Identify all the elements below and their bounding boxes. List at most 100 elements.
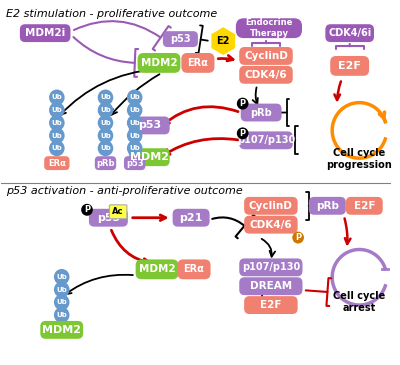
Text: MDM2: MDM2: [141, 58, 177, 68]
Circle shape: [54, 282, 70, 297]
FancyBboxPatch shape: [244, 197, 298, 215]
Text: Ub: Ub: [56, 299, 67, 305]
FancyBboxPatch shape: [309, 197, 346, 215]
Circle shape: [49, 115, 65, 131]
Circle shape: [292, 232, 304, 243]
Text: DREAM: DREAM: [250, 281, 292, 291]
Text: Ub: Ub: [100, 145, 111, 151]
Text: pRb: pRb: [250, 108, 272, 118]
Text: Cell cycle
progression: Cell cycle progression: [326, 148, 392, 170]
FancyBboxPatch shape: [129, 148, 170, 166]
Text: E2: E2: [216, 36, 230, 46]
Text: Cell cycle
arrest: Cell cycle arrest: [333, 291, 386, 313]
Text: Ub: Ub: [100, 95, 111, 100]
FancyBboxPatch shape: [138, 53, 180, 73]
Text: pRb: pRb: [96, 159, 115, 168]
Text: MDM2: MDM2: [42, 325, 81, 335]
Text: Ub: Ub: [129, 120, 140, 126]
Text: Ub: Ub: [56, 287, 67, 293]
FancyBboxPatch shape: [244, 296, 298, 314]
Text: Ub: Ub: [129, 145, 140, 151]
Text: E2F: E2F: [338, 61, 361, 71]
FancyBboxPatch shape: [241, 104, 282, 122]
Text: P: P: [84, 205, 90, 214]
Text: Ub: Ub: [56, 312, 67, 318]
Circle shape: [127, 128, 142, 143]
FancyBboxPatch shape: [129, 116, 170, 134]
Circle shape: [127, 89, 142, 105]
FancyBboxPatch shape: [181, 53, 214, 73]
Text: p53: p53: [97, 213, 120, 223]
Circle shape: [237, 98, 248, 110]
Circle shape: [54, 307, 70, 323]
FancyBboxPatch shape: [40, 321, 83, 339]
Text: MDM2: MDM2: [130, 152, 169, 162]
Text: E2F: E2F: [354, 201, 375, 211]
FancyBboxPatch shape: [325, 24, 374, 42]
FancyBboxPatch shape: [330, 56, 369, 76]
Text: Endocrine
Therapy: Endocrine Therapy: [245, 19, 293, 38]
FancyBboxPatch shape: [109, 205, 127, 219]
Text: p53: p53: [126, 159, 144, 168]
Circle shape: [54, 294, 70, 310]
Circle shape: [49, 89, 65, 105]
Text: p53 activation - anti-proliferative outcome: p53 activation - anti-proliferative outc…: [6, 186, 243, 196]
Text: Ub: Ub: [100, 132, 111, 139]
Circle shape: [98, 128, 113, 143]
Text: Ub: Ub: [52, 95, 62, 100]
Text: p21: p21: [180, 213, 203, 223]
Text: p107/p130: p107/p130: [242, 262, 300, 272]
FancyBboxPatch shape: [346, 197, 383, 215]
FancyBboxPatch shape: [239, 66, 293, 84]
Text: Ub: Ub: [129, 132, 140, 139]
Text: CyclinD: CyclinD: [244, 51, 288, 61]
Circle shape: [49, 128, 65, 143]
Circle shape: [98, 115, 113, 131]
FancyBboxPatch shape: [239, 47, 293, 65]
Text: Ub: Ub: [56, 274, 67, 280]
Text: E2 stimulation - proliferative outcome: E2 stimulation - proliferative outcome: [6, 9, 218, 19]
Circle shape: [98, 102, 113, 118]
Text: p53: p53: [170, 34, 191, 44]
Text: p53: p53: [138, 120, 161, 130]
Text: ERα: ERα: [184, 264, 204, 274]
Text: CyclinD: CyclinD: [249, 201, 293, 211]
Circle shape: [127, 102, 142, 118]
FancyBboxPatch shape: [239, 277, 302, 295]
Circle shape: [127, 115, 142, 131]
FancyBboxPatch shape: [236, 18, 302, 38]
Text: Ub: Ub: [129, 95, 140, 100]
FancyBboxPatch shape: [244, 216, 298, 234]
Circle shape: [98, 89, 113, 105]
Text: MDM2i: MDM2i: [25, 28, 65, 38]
Circle shape: [237, 127, 248, 139]
FancyBboxPatch shape: [239, 258, 302, 276]
Text: Ub: Ub: [100, 107, 111, 113]
Text: CDK4/6i: CDK4/6i: [328, 28, 371, 38]
FancyBboxPatch shape: [89, 209, 128, 227]
Text: P: P: [295, 233, 301, 242]
Text: Ub: Ub: [129, 107, 140, 113]
Text: CDK4/6: CDK4/6: [250, 220, 292, 230]
Circle shape: [49, 140, 65, 156]
Text: P: P: [240, 129, 246, 138]
FancyBboxPatch shape: [163, 31, 198, 47]
Circle shape: [54, 269, 70, 285]
FancyBboxPatch shape: [44, 156, 70, 170]
Circle shape: [127, 140, 142, 156]
Circle shape: [49, 102, 65, 118]
Circle shape: [98, 140, 113, 156]
FancyBboxPatch shape: [178, 260, 210, 279]
Circle shape: [81, 204, 93, 216]
Text: CDK4/6: CDK4/6: [245, 70, 287, 80]
Text: Ac: Ac: [112, 207, 124, 216]
Text: E2F: E2F: [260, 300, 282, 310]
FancyBboxPatch shape: [239, 131, 293, 149]
Text: Ub: Ub: [52, 132, 62, 139]
Text: Ub: Ub: [52, 120, 62, 126]
Text: p107/p130: p107/p130: [237, 135, 295, 145]
FancyBboxPatch shape: [20, 24, 70, 42]
Text: Ub: Ub: [52, 145, 62, 151]
Text: MDM2: MDM2: [139, 264, 175, 274]
FancyBboxPatch shape: [95, 156, 116, 170]
